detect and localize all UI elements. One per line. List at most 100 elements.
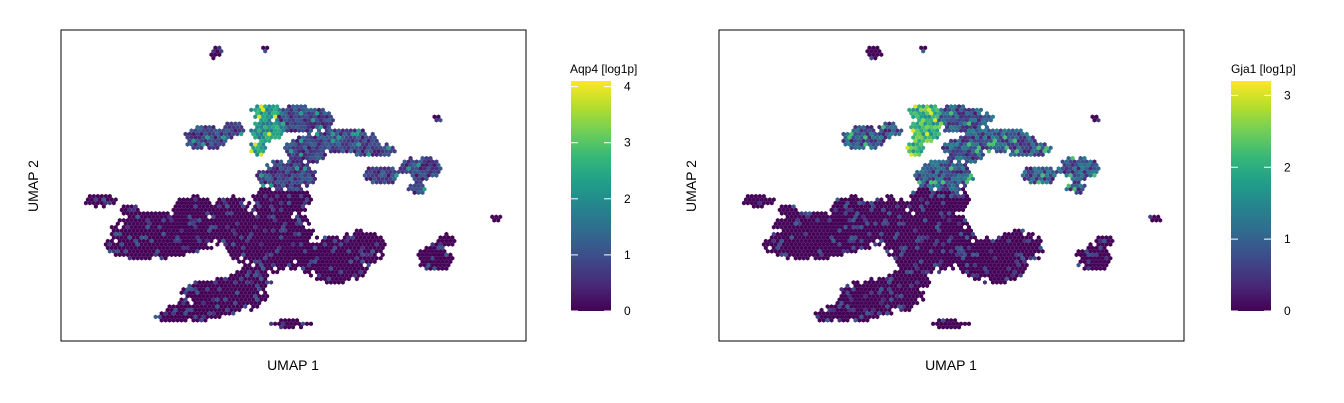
hexbin-cell xyxy=(199,131,204,137)
hexbin-cell xyxy=(386,145,391,151)
hexbin-cell xyxy=(933,255,938,261)
hexbin-cell xyxy=(297,107,302,113)
hexbin-cell xyxy=(428,259,433,264)
hexbin-cell xyxy=(839,197,844,202)
hexbin-cell xyxy=(189,211,194,216)
hexbin-cell xyxy=(841,200,846,206)
hexbin-cell xyxy=(257,252,262,258)
hexbin-cell xyxy=(777,242,782,247)
hexbin-cell xyxy=(961,152,965,158)
hexbin-cell xyxy=(175,214,180,220)
hexbin-cell xyxy=(330,131,335,137)
hexbin-cell xyxy=(837,249,842,254)
hexbin-cell xyxy=(334,255,339,261)
hexbin-cell xyxy=(811,231,816,237)
hexbin-cell xyxy=(1028,138,1033,144)
hexbin-cell xyxy=(253,293,258,299)
hexbin-cell xyxy=(965,193,969,199)
hexbin-cell xyxy=(241,238,246,244)
hexbin-cell xyxy=(1044,166,1049,171)
hexbin-cell xyxy=(231,131,236,137)
hexbin-cell xyxy=(141,211,146,216)
hexbin-cell xyxy=(877,235,882,240)
hexbin-cell xyxy=(869,124,874,130)
hexbin-cell xyxy=(911,293,916,299)
hexbin-cell xyxy=(978,155,983,161)
hexbin-cell xyxy=(963,266,967,271)
hexbin-cell xyxy=(909,304,914,309)
hexbin-cell xyxy=(921,193,926,199)
hexbin-cell xyxy=(191,228,196,233)
hexbin-cell xyxy=(197,197,202,202)
hexbin-cell xyxy=(851,135,856,140)
hexbin-cell xyxy=(845,207,850,213)
hexbin-cell xyxy=(309,114,313,120)
hexbin-cell xyxy=(865,228,870,233)
hexbin-cell xyxy=(378,249,383,254)
hexbin-cell xyxy=(181,231,186,237)
hexbin-cell xyxy=(1038,176,1043,182)
hexbin-cell xyxy=(980,117,985,123)
hexbin-cell xyxy=(283,235,288,240)
hexbin-cell xyxy=(899,266,904,271)
hexbin-cell xyxy=(963,149,967,154)
hexbin-cell xyxy=(295,193,300,199)
hexbin-cell xyxy=(143,249,148,254)
hexbin-cell xyxy=(843,287,848,292)
hexbin-cell xyxy=(305,121,309,126)
hexbin-cell xyxy=(281,183,286,189)
hexbin-cell xyxy=(251,131,256,137)
hexbin-cell xyxy=(151,242,156,247)
hexbin-cell xyxy=(793,228,798,233)
hexbin-cell xyxy=(161,218,166,223)
hexbin-cell xyxy=(951,266,956,271)
hexbin-cell xyxy=(295,214,300,220)
hexbin-cell xyxy=(893,228,898,233)
hexbin-cell xyxy=(927,259,932,264)
hexbin-cell xyxy=(925,111,930,116)
hexbin-cell xyxy=(305,149,309,154)
hexbin-cell xyxy=(113,252,118,258)
hexbin-cell xyxy=(201,300,206,306)
hexbin-cell xyxy=(873,207,878,213)
hexbin-cell xyxy=(1012,269,1017,275)
hexbin-cell xyxy=(195,297,200,302)
hexbin-cell xyxy=(275,173,280,178)
hexbin-cell xyxy=(1012,262,1017,268)
hexbin-cell xyxy=(949,173,954,178)
hexbin-cell xyxy=(793,207,798,213)
hexbin-cell xyxy=(336,135,341,140)
hexbin-cell xyxy=(990,142,995,147)
hexbin-cell xyxy=(1040,145,1045,151)
hexbin-cell xyxy=(783,252,788,258)
hexbin-cell xyxy=(877,283,882,289)
hexbin-cell xyxy=(823,211,828,216)
hexbin-cell xyxy=(775,252,780,258)
hexbin-cell xyxy=(945,318,950,323)
hexbin-cell xyxy=(787,218,792,223)
hexbin-cell xyxy=(843,314,848,320)
hexbin-cell xyxy=(187,221,192,227)
hexbin-cell xyxy=(889,131,894,137)
hexbin-cell xyxy=(881,124,886,130)
hexbin-cell xyxy=(123,221,128,227)
hexbin-cell xyxy=(1088,166,1093,171)
hexbin-cell xyxy=(285,231,290,237)
hexbin-cell xyxy=(171,214,176,220)
hexbin-cell xyxy=(193,300,198,306)
hexbin-cell xyxy=(259,104,264,109)
hexbin-cell xyxy=(356,245,361,251)
hexbin-cell xyxy=(265,45,270,51)
hexbin-cell xyxy=(957,124,962,130)
hexbin-cell xyxy=(267,235,272,240)
hexbin-cell xyxy=(263,145,268,151)
hexbin-cell xyxy=(957,180,962,185)
hexbin-cell xyxy=(438,235,443,240)
hexbin-cell xyxy=(261,293,266,299)
hexbin-cell xyxy=(432,266,437,271)
hexbin-cell xyxy=(316,259,321,264)
hexbin-cell xyxy=(907,224,912,230)
hexbin-cell xyxy=(803,218,808,223)
hexbin-cell xyxy=(867,224,872,230)
